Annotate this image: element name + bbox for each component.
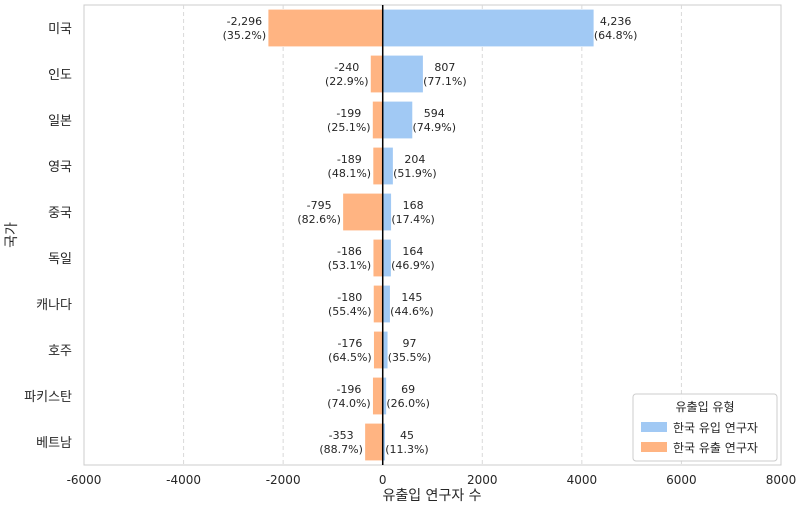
bar-value-label: 45: [400, 429, 414, 442]
y-axis-label: 국가: [4, 222, 20, 248]
bar-percent-label: (25.1%): [327, 121, 371, 134]
x-tick-label: 0: [379, 473, 387, 487]
bar-percent-label: (11.3%): [385, 443, 429, 456]
bar-inflow: [382, 377, 387, 415]
bar-percent-label: (64.8%): [594, 29, 638, 42]
y-tick-label: 영국: [48, 160, 72, 175]
y-tick-label: 파키스탄: [24, 390, 72, 405]
x-tick-labels: -6000 -4000 -2000 0 2000 4000 6000 8000: [67, 473, 797, 487]
bar-inflow: [382, 193, 392, 231]
x-tick-label: 4000: [567, 473, 598, 487]
y-tick-label: 일본: [48, 114, 72, 129]
bars-group: [268, 9, 594, 461]
bar-percent-label: (74.9%): [413, 121, 457, 134]
bar-value-label: -795: [307, 199, 332, 212]
bar-percent-label: (35.2%): [223, 29, 267, 42]
bar-percent-label: (64.5%): [328, 351, 372, 364]
bar-percent-label: (17.4%): [391, 213, 435, 226]
x-tick-label: 8000: [766, 473, 797, 487]
bar-outflow: [373, 285, 383, 323]
bar-outflow: [373, 239, 383, 277]
bar-outflow: [373, 147, 383, 185]
bar-value-label: 168: [403, 199, 424, 212]
bar-percent-label: (55.4%): [328, 305, 372, 318]
x-tick-label: 6000: [666, 473, 697, 487]
x-tick-label: -4000: [166, 473, 201, 487]
legend-title: 유출입 유형: [675, 400, 734, 414]
legend: 유출입 유형 한국 유입 연구자 한국 유출 연구자: [632, 393, 778, 462]
bar-value-label: -240: [334, 61, 359, 74]
bar-value-label: 145: [401, 291, 422, 304]
bar-percent-label: (46.9%): [391, 259, 435, 272]
bar-value-label: 164: [402, 245, 423, 258]
legend-label-inflow: 한국 유입 연구자: [673, 421, 758, 435]
y-tick-label: 중국: [48, 206, 72, 221]
y-tick-label: 인도: [48, 68, 72, 83]
y-tick-label: 미국: [48, 22, 72, 37]
y-tick-label: 캐나다: [36, 298, 72, 313]
bar-outflow: [373, 331, 383, 369]
bar-value-label: 97: [403, 337, 417, 350]
x-axis-label: 유출입 연구자 수: [382, 488, 481, 504]
y-tick-label: 호주: [48, 344, 72, 359]
legend-label-outflow: 한국 유출 연구자: [673, 441, 758, 455]
bar-inflow: [382, 239, 391, 277]
bar-outflow: [372, 377, 383, 415]
bar-outflow: [268, 9, 383, 47]
bar-labels-group: 4,236(64.8%)-2,296(35.2%)807(77.1%)-240(…: [223, 15, 638, 456]
legend-box: [632, 393, 778, 462]
x-tick-label: 2000: [467, 473, 498, 487]
bar-value-label: -2,296: [227, 15, 262, 28]
bar-inflow: [382, 55, 423, 93]
legend-swatch-outflow: [641, 442, 667, 452]
bar-value-label: 807: [434, 61, 455, 74]
bar-percent-label: (35.5%): [388, 351, 432, 364]
x-tick-label: -6000: [67, 473, 102, 487]
bar-percent-label: (51.9%): [393, 167, 437, 180]
bar-percent-label: (48.1%): [328, 167, 372, 180]
bar-inflow: [382, 147, 393, 185]
bar-inflow: [382, 331, 388, 369]
bar-inflow: [382, 285, 390, 323]
plot-area: [83, 4, 782, 466]
bar-percent-label: (82.6%): [297, 213, 341, 226]
bar-value-label: -176: [337, 337, 362, 350]
bar-percent-label: (26.0%): [386, 397, 430, 410]
bar-value-label: -196: [336, 383, 361, 396]
bar-outflow: [370, 55, 383, 93]
bar-percent-label: (77.1%): [423, 75, 467, 88]
bar-value-label: 204: [404, 153, 425, 166]
bar-percent-label: (88.7%): [319, 443, 363, 456]
bar-percent-label: (22.9%): [325, 75, 369, 88]
bar-value-label: -353: [329, 429, 354, 442]
legend-swatch-inflow: [641, 422, 667, 432]
bar-inflow: [382, 423, 385, 461]
bar-outflow: [343, 193, 383, 231]
bar-value-label: -180: [337, 291, 362, 304]
y-tick-label: 독일: [48, 252, 72, 267]
bar-value-label: -189: [337, 153, 362, 166]
bar-percent-label: (74.0%): [327, 397, 371, 410]
y-tick-label: 베트남: [36, 436, 72, 451]
bar-value-label: -199: [336, 107, 361, 120]
bar-value-label: -186: [337, 245, 362, 258]
bar-value-label: 594: [424, 107, 445, 120]
bar-value-label: 4,236: [600, 15, 632, 28]
bar-outflow: [365, 423, 383, 461]
bar-inflow: [382, 101, 413, 139]
bar-inflow: [382, 9, 594, 47]
bar-percent-label: (53.1%): [328, 259, 372, 272]
bar-outflow: [372, 101, 383, 139]
x-tick-label: -2000: [266, 473, 301, 487]
bar-percent-label: (44.6%): [390, 305, 434, 318]
bar-value-label: 69: [401, 383, 415, 396]
